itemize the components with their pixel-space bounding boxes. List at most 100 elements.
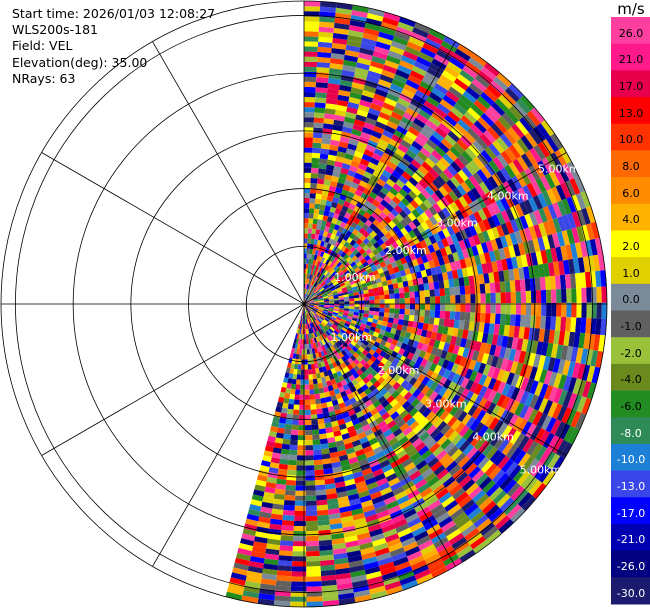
velocity-bin	[312, 316, 317, 321]
velocity-bin	[321, 235, 327, 242]
velocity-bin	[497, 455, 510, 470]
velocity-bin	[569, 178, 581, 195]
velocity-bin	[374, 547, 390, 557]
velocity-bin	[513, 243, 521, 257]
velocity-bin	[307, 268, 310, 275]
velocity-bin	[281, 520, 295, 526]
velocity-bin	[333, 298, 340, 301]
velocity-bin	[352, 5, 369, 13]
velocity-bin	[585, 271, 592, 288]
velocity-bin	[540, 175, 552, 191]
velocity-bin	[453, 172, 465, 185]
velocity-bin	[451, 383, 461, 395]
velocity-bin	[452, 468, 465, 481]
velocity-bin	[495, 303, 501, 314]
velocity-bin	[461, 248, 470, 259]
velocity-bin	[311, 157, 320, 164]
velocity-bin	[259, 583, 276, 591]
velocity-bin	[336, 99, 349, 107]
velocity-bin	[342, 259, 348, 266]
velocity-bin	[309, 333, 312, 339]
velocity-bin	[531, 180, 542, 196]
velocity-bin	[317, 336, 322, 342]
velocity-bin	[406, 246, 414, 255]
velocity-bin	[422, 124, 436, 135]
velocity-bin	[521, 338, 529, 352]
velocity-bin	[395, 340, 403, 348]
velocity-bin	[338, 307, 345, 311]
velocity-bin	[301, 329, 303, 335]
velocity-bin	[305, 273, 308, 279]
velocity-bin	[418, 445, 430, 456]
velocity-bin	[447, 327, 454, 336]
velocity-bin	[550, 133, 564, 150]
velocity-bin	[362, 504, 375, 513]
velocity-bin	[474, 284, 481, 294]
velocity-bin	[355, 527, 370, 536]
velocity-bin	[545, 342, 554, 358]
velocity-bin	[357, 104, 370, 113]
velocity-bin	[351, 210, 359, 218]
velocity-bin	[401, 197, 411, 207]
velocity-bin	[490, 404, 501, 418]
velocity-bin	[459, 311, 466, 321]
velocity-bin	[370, 362, 378, 370]
velocity-bin	[403, 314, 410, 321]
velocity-bin	[317, 285, 323, 291]
velocity-bin	[550, 316, 557, 331]
velocity-bin	[304, 349, 308, 355]
velocity-bin	[344, 353, 351, 360]
velocity-bin	[366, 373, 374, 381]
velocity-bin	[314, 112, 325, 119]
velocity-bin	[455, 209, 465, 221]
velocity-bin	[369, 585, 386, 595]
velocity-bin	[327, 352, 333, 359]
velocity-bin	[312, 309, 317, 313]
velocity-bin	[414, 348, 422, 357]
velocity-bin	[391, 170, 402, 180]
velocity-bin	[241, 533, 255, 542]
velocity-bin	[456, 73, 472, 87]
velocity-bin	[378, 311, 385, 317]
velocity-bin	[552, 403, 563, 420]
velocity-bin	[475, 493, 490, 507]
velocity-bin	[313, 287, 317, 293]
velocity-bin	[455, 491, 469, 504]
velocity-bin	[437, 256, 445, 266]
velocity-bin	[311, 280, 315, 286]
velocity-bin	[391, 78, 406, 89]
velocity-bin	[291, 419, 299, 426]
velocity-bin	[407, 126, 420, 137]
velocity-bin	[320, 564, 336, 572]
velocity-bin	[347, 287, 353, 292]
velocity-bin	[331, 420, 339, 428]
velocity-bin	[346, 370, 353, 378]
velocity-bin	[339, 210, 347, 217]
velocity-bin	[380, 106, 393, 116]
velocity-bin	[382, 346, 389, 353]
velocity-bin	[558, 374, 568, 390]
velocity-bin	[338, 309, 344, 313]
velocity-bin	[328, 508, 340, 515]
velocity-bin	[280, 448, 290, 455]
velocity-bin	[414, 61, 430, 72]
velocity-bin	[461, 499, 476, 512]
velocity-bin	[305, 288, 307, 294]
velocity-bin	[317, 341, 322, 347]
velocity-bin	[319, 6, 337, 13]
velocity-bin	[332, 542, 346, 550]
velocity-bin	[464, 339, 472, 350]
velocity-bin	[318, 296, 324, 300]
velocity-bin	[293, 348, 297, 354]
velocity-bin	[315, 479, 326, 486]
velocity-bin	[469, 419, 481, 432]
velocity-bin	[391, 390, 400, 399]
velocity-bin	[323, 468, 334, 475]
velocity-bin	[330, 134, 341, 142]
velocity-bin	[506, 257, 514, 270]
velocity-bin	[366, 359, 374, 367]
velocity-bin	[332, 196, 340, 204]
velocity-bin	[334, 342, 341, 348]
velocity-bin	[529, 394, 539, 409]
velocity-bin	[423, 246, 431, 255]
